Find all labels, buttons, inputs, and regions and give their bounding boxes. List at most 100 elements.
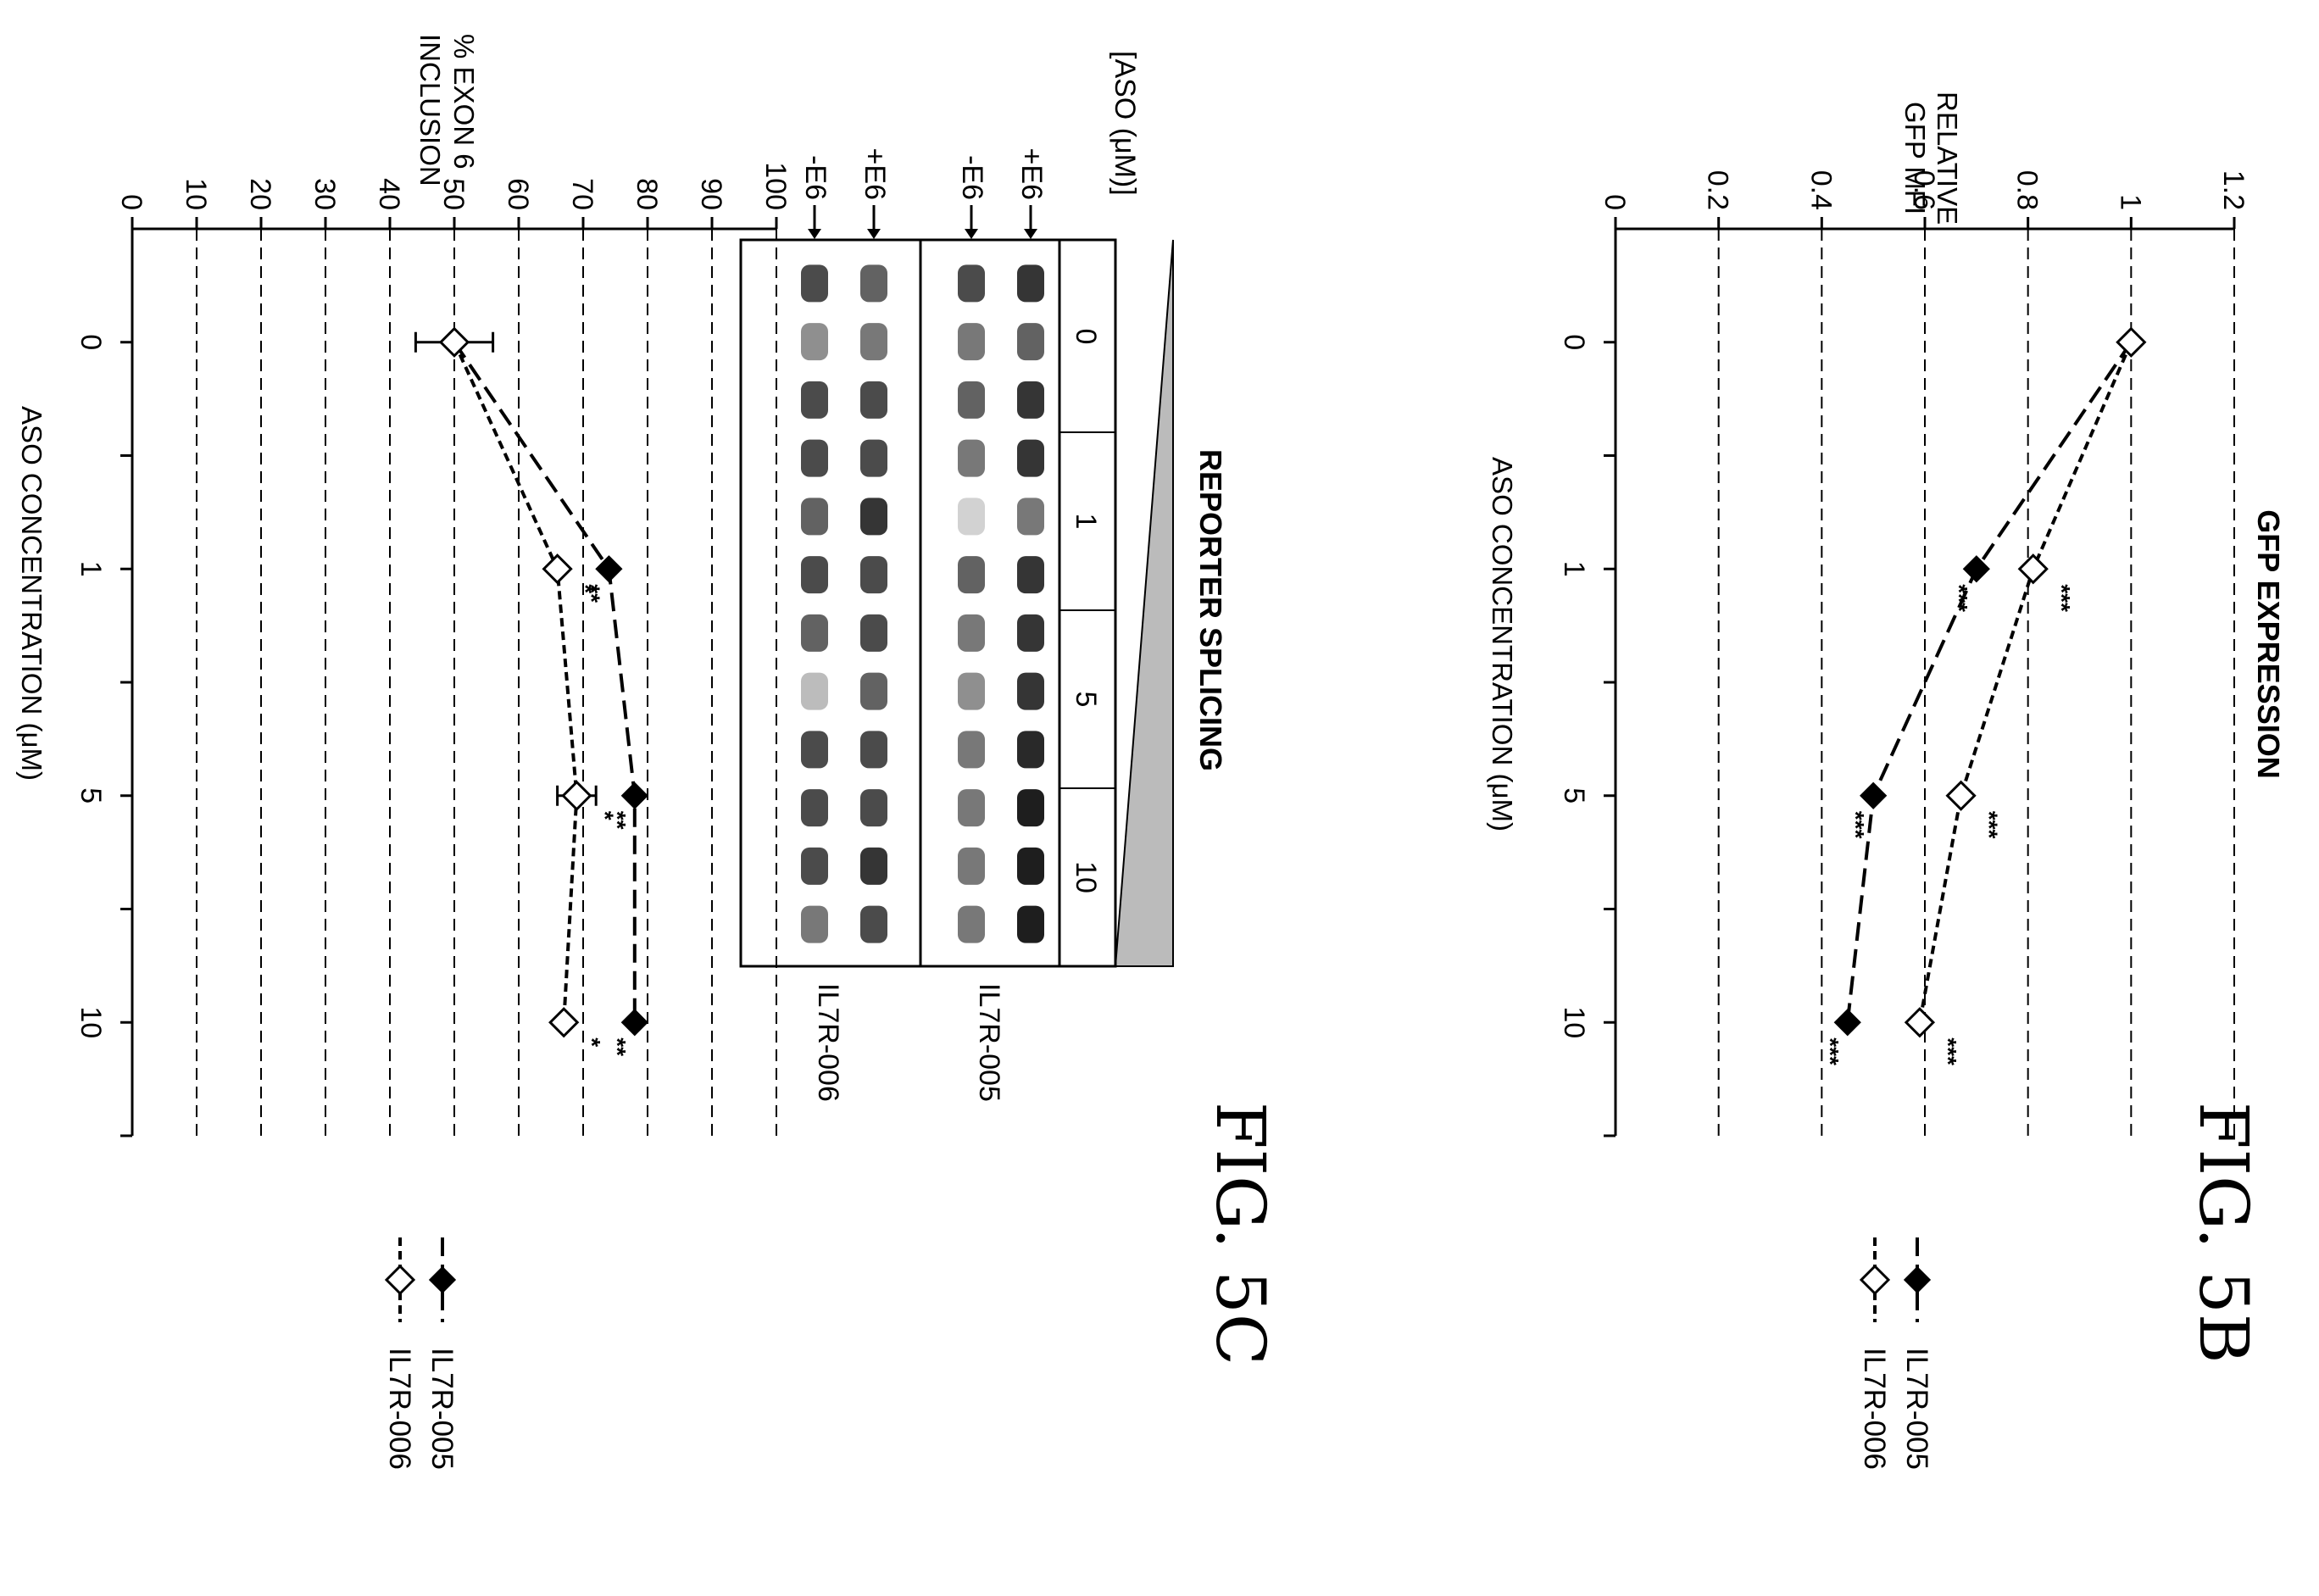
band-label-e6-plus-005: +E6 [1015,148,1048,200]
gel-band [801,847,828,885]
gel-band [958,264,985,303]
fig-5b-xtick-label: 0 [1558,334,1590,350]
gel-band [1017,847,1044,885]
gel-band [860,381,887,419]
gel-band [860,847,887,885]
band-label-e6-minus-005: -E6 [956,155,988,200]
fig-5b-ytick-label: 0.6 [1908,170,1940,210]
gel-band [958,556,985,594]
gel-frame [739,238,1117,968]
gel-band [801,731,828,769]
gel-band [958,498,985,536]
fig-5b-legend-label-006: IL7R-006 [1858,1348,1891,1470]
gel-band [801,323,828,361]
fig-5b-ytick-label: 0.8 [2011,170,2044,210]
gel-band [801,672,828,710]
gel-band [801,439,828,477]
fig-5b-point-1 [1904,1007,1936,1038]
gel-row-label-006: IL7R-006 [812,983,844,1102]
gel-band [1017,498,1044,536]
gel-band [958,905,985,943]
gel-band [958,614,985,652]
gel-band [958,847,985,885]
gel-band [801,789,828,827]
gel-bands [801,264,1044,943]
gel-band [1017,731,1044,769]
gel-band [1017,672,1044,710]
band-arrow-head [1024,229,1037,239]
fig-5b-series-line-0 [1845,341,2133,1023]
fig-5b-point-0 [1860,781,1888,809]
fig-5b-legend: IL7R-005 IL7R-006 [1858,1237,1933,1470]
gel-box: 0 1 5 10 [739,238,1117,968]
fig-5b-sig-annotation: *** [1817,1037,1844,1065]
gel-band [801,498,828,536]
fig-5b-point-1 [2116,326,2147,358]
gel-band [1017,556,1044,594]
gel-band [958,439,985,477]
gel-band [1017,789,1044,827]
gel-band [860,672,887,710]
gel-band [860,905,887,943]
fig-5b: FIG. 5B GFP EXPRESSION RELATIVE GFP MFI … [1487,92,2286,1470]
gel-band [958,381,985,419]
gel-band [801,264,828,303]
fig-5b-ytick-label: 0.2 [1702,170,1734,210]
fig-5b-xtick-label: 1 [1558,561,1590,577]
fig-5b-xtick-label: 5 [1558,787,1590,804]
band-arrow-head [965,229,978,239]
gel-band [860,556,887,594]
gel-band [801,614,828,652]
fig-5c-label: FIG. 5C [1201,1102,1280,1365]
gel-band [860,731,887,769]
band-label-e6-minus-006: -E6 [799,155,831,200]
fig-5b-legend-label-005: IL7R-005 [1900,1348,1933,1470]
fig-5b-ytick-label: 1.2 [2217,170,2249,210]
gel-band [860,498,887,536]
fig-5b-sig-annotation: *** [2049,584,2075,612]
fig-5b-ylabel-line1: RELATIVE [1932,92,1963,225]
fig-5b-legend-marker-006 [1859,1264,1891,1296]
fig-5b-point-0 [1962,555,1990,583]
gel-conc-0: 0 [1070,329,1102,345]
gel-title: REPORTER SPLICING [1193,449,1228,771]
band-arrow-head [808,229,821,239]
gel-aso-label: [ASO (μM)] [1109,51,1141,196]
fig-5b-point-0 [1833,1009,1861,1037]
fig-5b-title: GFP EXPRESSION [2251,509,2286,778]
gel-band [1017,439,1044,477]
gel-band [1017,905,1044,943]
fig-5b-ytick-label: 1 [2114,194,2146,210]
gel-band [1017,614,1044,652]
gel-conc-1: 1 [1070,514,1102,530]
fig-5b-sig-annotation: *** [1843,811,1869,839]
gel-gradient-wedge [1114,239,1174,967]
band-label-e6-plus-006: +E6 [859,148,891,200]
gel-panel: FIG. 5C REPORTER SPLICING [ASO (μM)] 0 1… [739,51,1280,1365]
fig-5b-series-line-1 [1917,341,2133,1023]
band-arrow-head [867,229,881,239]
gel-band [1017,381,1044,419]
gel-band [958,789,985,827]
gel-band [1017,264,1044,303]
gel-band [958,731,985,769]
gel-band [860,439,887,477]
fig-5b-sig-annotation: *** [1935,1037,1961,1065]
gel-row-label-005: IL7R-005 [973,983,1005,1102]
fig-5b-label: FIG. 5B [2184,1102,2263,1364]
fig-5b-plot: 0 0.2 0.4 0.6 0.8 1 1.2 0 1 5 10 *** *** *** *** *** *** [1558,170,2249,1137]
gel-band [1017,323,1044,361]
gel-band [860,614,887,652]
gel-conc-10: 10 [1070,861,1102,893]
gel-band [958,323,985,361]
fig-5b-ylabel-line2: GFP MFI [1899,102,1931,214]
fig-5b-ytick-label: 0.4 [1805,170,1837,210]
fig-5b-point-1 [1945,780,1977,811]
gel-band-labels: +E6 -E6 +E6 -E6 [799,148,1048,239]
gel-conc-5: 5 [1070,692,1102,708]
fig-5b-xlabel: ASO CONCENTRATION (μM) [1487,457,1518,831]
gel-band [801,381,828,419]
gel-band [801,905,828,943]
gel-band [860,264,887,303]
